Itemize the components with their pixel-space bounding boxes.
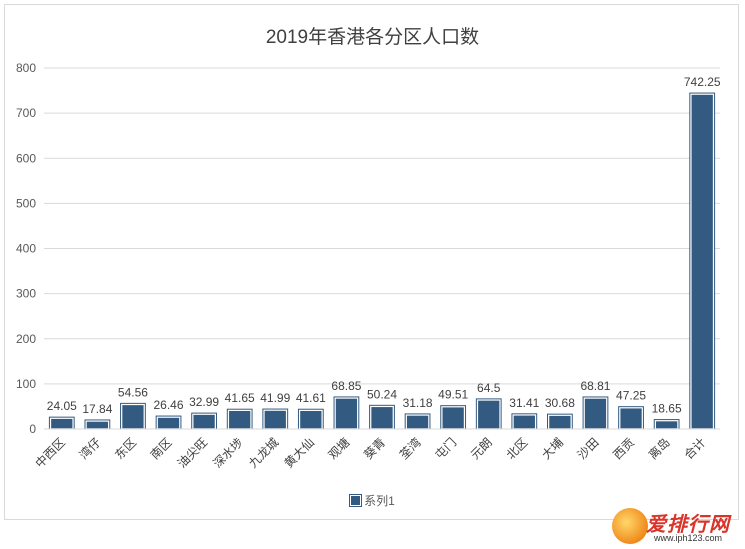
bar	[618, 406, 644, 430]
watermark-url: www.iph123.com	[654, 533, 723, 543]
y-tick-label: 300	[16, 287, 36, 301]
watermark-emblem-icon	[612, 508, 648, 544]
y-tick-label: 500	[16, 196, 36, 210]
y-tick-label: 700	[16, 106, 36, 120]
bar	[120, 403, 146, 430]
x-tick-label: 南区	[147, 435, 175, 463]
y-tick-label: 800	[16, 61, 36, 75]
bar	[654, 419, 679, 430]
bar	[369, 405, 395, 430]
bar	[405, 414, 430, 430]
x-tick-label: 观塘	[325, 435, 353, 463]
bar	[512, 414, 537, 430]
bar	[441, 405, 466, 430]
x-tick-label: 西贡	[610, 435, 637, 462]
data-label: 17.84	[82, 402, 112, 416]
x-tick-label: 大埔	[539, 435, 566, 462]
chart-frame	[4, 4, 739, 520]
x-tick-label: 沙田	[575, 435, 602, 462]
bar	[583, 397, 608, 430]
bar	[547, 414, 573, 430]
x-tick-label: 葵青	[361, 435, 388, 462]
bar	[227, 409, 252, 430]
y-tick-label: 200	[16, 332, 36, 346]
x-tick-label: 元朗	[468, 435, 495, 462]
y-tick-label: 600	[16, 151, 36, 165]
data-label: 31.41	[509, 396, 539, 410]
legend-swatch	[349, 494, 363, 507]
watermark-logo: 爱排行网 www.iph123.com	[612, 508, 740, 544]
bar	[156, 416, 181, 430]
x-tick-label: 东区	[112, 435, 139, 462]
data-label: 50.24	[367, 387, 397, 401]
data-label: 68.85	[331, 379, 361, 393]
data-label: 18.65	[652, 402, 682, 416]
bar	[263, 409, 288, 430]
data-label: 54.56	[118, 385, 148, 399]
x-tick-label: 九龙城	[246, 435, 281, 470]
x-tick-label: 合计	[681, 435, 709, 463]
x-tick-label: 深水埗	[210, 435, 245, 470]
x-tick-label: 湾仔	[76, 435, 104, 463]
data-label: 31.18	[403, 396, 433, 410]
data-label: 30.68	[545, 396, 575, 410]
x-tick-label: 屯门	[432, 435, 460, 463]
data-label: 41.99	[260, 391, 290, 405]
data-label: 41.61	[296, 391, 326, 405]
y-tick-label: 0	[29, 422, 36, 436]
watermark-text: 爱排行网	[646, 512, 730, 536]
data-label: 41.65	[225, 391, 255, 405]
x-tick-label: 黄大仙	[282, 435, 317, 470]
data-label: 24.05	[47, 399, 77, 413]
data-label: 742.25	[684, 75, 721, 89]
bar	[298, 409, 323, 430]
x-tick-label: 荃湾	[396, 435, 424, 463]
y-tick-label: 100	[16, 377, 36, 391]
bar	[334, 397, 359, 430]
chart-title: 2019年香港各分区人口数	[265, 27, 480, 48]
y-tick-label: 400	[16, 242, 36, 256]
data-label: 68.81	[580, 379, 610, 393]
bar	[85, 420, 110, 430]
bar	[690, 93, 715, 430]
bar	[191, 413, 217, 430]
bar	[476, 399, 501, 430]
legend-label: 系列1	[364, 494, 395, 508]
legend: 系列1	[0, 492, 745, 509]
bar	[49, 417, 74, 430]
data-label: 64.5	[477, 381, 501, 395]
data-label: 47.25	[616, 389, 646, 403]
x-tick-label: 中西区	[32, 435, 68, 471]
data-label: 49.51	[438, 388, 468, 402]
x-tick-label: 北区	[504, 435, 531, 462]
x-tick-label: 油尖旺	[175, 435, 210, 470]
data-label: 32.99	[189, 395, 219, 409]
x-tick-label: 离岛	[645, 435, 673, 463]
data-label: 26.46	[154, 398, 184, 412]
